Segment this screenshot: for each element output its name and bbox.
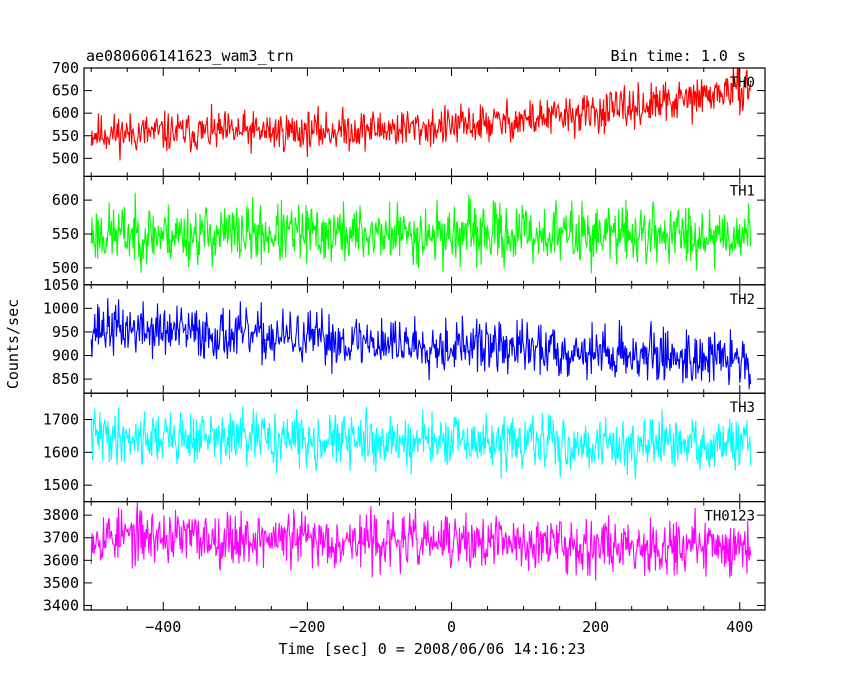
- y-tick-label: 3500: [43, 574, 79, 592]
- panel-frame: [83, 501, 766, 611]
- y-tick-label: 600: [52, 191, 79, 209]
- y-tick-label: 600: [52, 104, 79, 122]
- panel-th3: 1500 1600 1700 TH3: [43, 392, 766, 503]
- y-tick-label: 950: [52, 323, 79, 341]
- series-th3-line: [90, 406, 752, 480]
- y-tick-label: 500: [52, 149, 79, 167]
- panel-label-th2: TH2: [730, 292, 755, 308]
- panel-label-th0123: TH0123: [704, 509, 755, 525]
- y-tick-label: 850: [52, 370, 79, 388]
- y-tick-label: 3800: [43, 506, 79, 524]
- y-tick-label: 1600: [43, 443, 79, 461]
- y-tick-label: 1050: [43, 276, 79, 294]
- y-tick-label: 3600: [43, 551, 79, 569]
- chart-title: ae080606141623_wam3_trn: [86, 47, 294, 65]
- y-tick-label: 3700: [43, 529, 79, 547]
- y-tick-label: 700: [52, 59, 79, 77]
- series-th0-line: [90, 68, 752, 161]
- bin-time-label: Bin time: 1.0 s: [611, 47, 746, 65]
- series-th1-line: [90, 192, 752, 274]
- y-axis-label: Counts/sec: [4, 299, 22, 389]
- x-axis: −400 −200 0 200 400: [145, 618, 753, 636]
- series-th0123-line: [90, 502, 752, 581]
- panel-th2: 850 900 950 1000 1050 TH2: [43, 276, 766, 394]
- panel-frame: [83, 175, 766, 286]
- y-tick-label: 550: [52, 127, 79, 145]
- series-th2-line: [90, 298, 752, 390]
- y-tick-label: 500: [52, 259, 79, 277]
- y-tick-label: 900: [52, 346, 79, 364]
- panel-th0123: 3400 3500 3600 3700 3800 TH0123: [43, 501, 766, 614]
- y-tick-label: 1700: [43, 410, 79, 428]
- panel-th1: 500 550 600 TH1: [52, 175, 766, 286]
- x-tick-label: 0: [447, 618, 456, 636]
- x-axis-label: Time [sec] 0 = 2008/06/06 14:16:23: [278, 640, 585, 658]
- x-tick-label: 400: [726, 618, 753, 636]
- y-tick-label: 550: [52, 225, 79, 243]
- y-tick-label: 1000: [43, 299, 79, 317]
- y-tick-label: 1500: [43, 476, 79, 494]
- y-tick-label: 650: [52, 82, 79, 100]
- panel-th0: 500 550 600 650 700 TH0: [52, 59, 766, 178]
- x-tick-label: 200: [582, 618, 609, 636]
- panel-label-th1: TH1: [730, 183, 755, 199]
- y-tick-label: 3400: [43, 596, 79, 614]
- x-tick-label: −400: [145, 618, 181, 636]
- x-tick-label: −200: [289, 618, 325, 636]
- panel-label-th0: TH0: [730, 75, 755, 91]
- panels: 500 550 600 650 700 TH0 500 550 600 TH1 850 900 950 1…: [43, 59, 766, 614]
- panel-label-th3: TH3: [730, 400, 755, 416]
